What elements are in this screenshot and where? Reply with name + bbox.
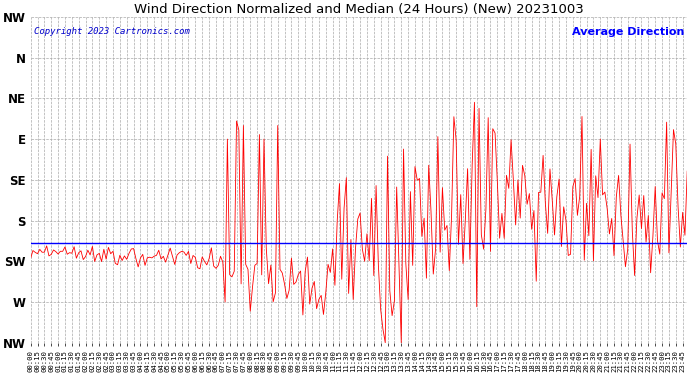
Text: Average Direction: Average Direction: [571, 27, 684, 37]
Text: Copyright 2023 Cartronics.com: Copyright 2023 Cartronics.com: [34, 27, 190, 36]
Title: Wind Direction Normalized and Median (24 Hours) (New) 20231003: Wind Direction Normalized and Median (24…: [134, 3, 584, 16]
